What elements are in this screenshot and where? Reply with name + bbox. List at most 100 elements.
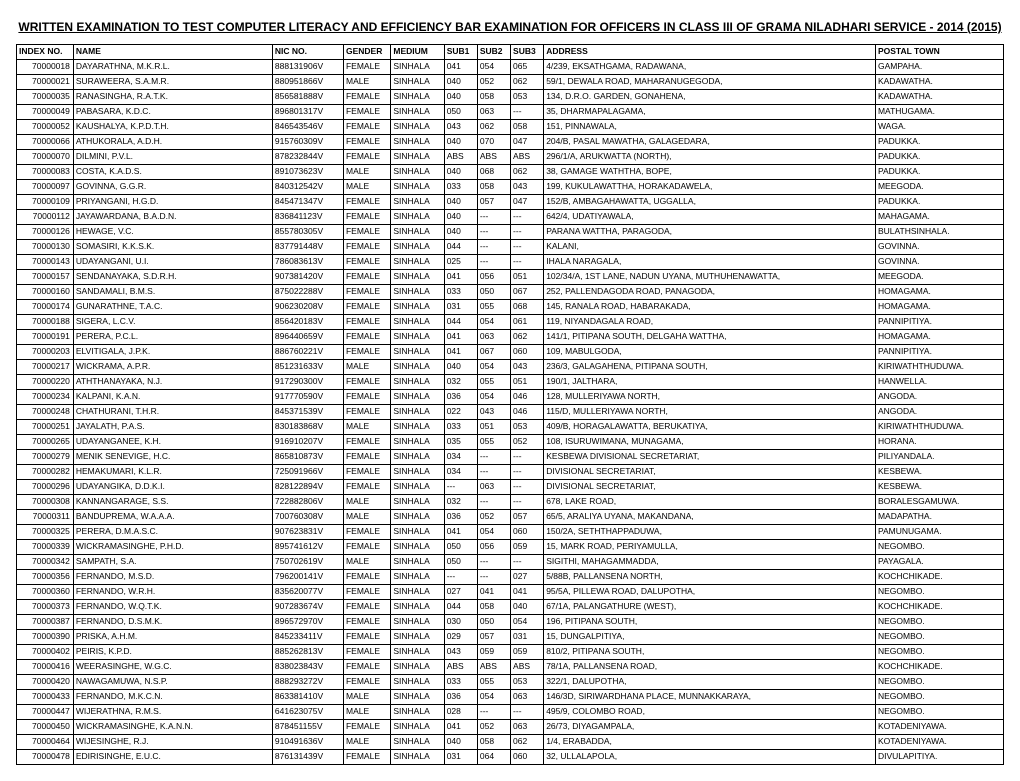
table-cell: DIVISIONAL SECRETARIAT, bbox=[544, 465, 876, 480]
table-cell: FERNANDO, M.K.C.N. bbox=[73, 690, 272, 705]
table-cell: SINHALA bbox=[391, 465, 444, 480]
table-cell: 70000265 bbox=[17, 435, 74, 450]
table-cell: COSTA, K.A.D.S. bbox=[73, 165, 272, 180]
table-cell: 70000464 bbox=[17, 735, 74, 750]
table-cell: NEGOMBO. bbox=[875, 705, 1003, 720]
table-cell: HOMAGAMA. bbox=[875, 330, 1003, 345]
table-cell: SINHALA bbox=[391, 180, 444, 195]
table-cell: KADAWATHA. bbox=[875, 75, 1003, 90]
table-cell: NEGOMBO. bbox=[875, 645, 1003, 660]
table-cell: KIRIWATHTHUDUWA. bbox=[875, 420, 1003, 435]
column-header: SUB2 bbox=[477, 45, 510, 60]
table-row: 70000450WICKRAMASINGHE, K.A.N.N.87845115… bbox=[17, 720, 1004, 735]
table-cell: 70000356 bbox=[17, 570, 74, 585]
table-row: 70000265UDAYANGANEE, K.H.916910207VFEMAL… bbox=[17, 435, 1004, 450]
table-cell: SINHALA bbox=[391, 75, 444, 90]
table-cell: 150/2A, SETHTHAPPADUWA, bbox=[544, 525, 876, 540]
table-cell: PABASARA, K.D.C. bbox=[73, 105, 272, 120]
table-cell: SINHALA bbox=[391, 585, 444, 600]
table-cell: 054 bbox=[477, 525, 510, 540]
table-cell: UDAYANGIKA, D.D.K.I. bbox=[73, 480, 272, 495]
table-cell: 70000021 bbox=[17, 75, 74, 90]
table-cell: 062 bbox=[511, 165, 544, 180]
table-cell: 70000217 bbox=[17, 360, 74, 375]
table-cell: 70000308 bbox=[17, 495, 74, 510]
table-cell: FEMALE bbox=[343, 450, 390, 465]
table-cell: SINHALA bbox=[391, 150, 444, 165]
table-cell: 896801317V bbox=[272, 105, 343, 120]
table-cell: 70000325 bbox=[17, 525, 74, 540]
table-cell: FEMALE bbox=[343, 120, 390, 135]
table-cell: 70000018 bbox=[17, 60, 74, 75]
table-cell: 058 bbox=[477, 180, 510, 195]
table-cell: 067 bbox=[511, 285, 544, 300]
table-cell: 70000420 bbox=[17, 675, 74, 690]
results-table: INDEX NO.NAMENIC NO.GENDERMEDIUMSUB1SUB2… bbox=[16, 44, 1004, 765]
table-cell: 70000373 bbox=[17, 600, 74, 615]
table-cell: 047 bbox=[511, 195, 544, 210]
table-row: 70000083COSTA, K.A.D.S.891073623VMALESIN… bbox=[17, 165, 1004, 180]
table-cell: 199, KUKULAWATTHA, HORAKADAWELA, bbox=[544, 180, 876, 195]
table-cell: PANNIPITIYA. bbox=[875, 315, 1003, 330]
table-cell: 678, LAKE ROAD, bbox=[544, 495, 876, 510]
table-cell: 880951866V bbox=[272, 75, 343, 90]
table-cell: 35, DHARMAPALAGAMA, bbox=[544, 105, 876, 120]
table-row: 70000049PABASARA, K.D.C.896801317VFEMALE… bbox=[17, 105, 1004, 120]
table-cell: 040 bbox=[444, 75, 477, 90]
table-cell: 70000220 bbox=[17, 375, 74, 390]
table-cell: 060 bbox=[511, 750, 544, 765]
table-cell: ATHTHANAYAKA, N.J. bbox=[73, 375, 272, 390]
table-cell: 70000035 bbox=[17, 90, 74, 105]
table-cell: FEMALE bbox=[343, 330, 390, 345]
table-cell: FEMALE bbox=[343, 210, 390, 225]
table-cell: 70000112 bbox=[17, 210, 74, 225]
table-cell: WAGA. bbox=[875, 120, 1003, 135]
table-cell: SINHALA bbox=[391, 360, 444, 375]
table-cell: KAUSHALYA, K.P.D.T.H. bbox=[73, 120, 272, 135]
table-cell: SINHALA bbox=[391, 270, 444, 285]
table-cell: 043 bbox=[444, 645, 477, 660]
column-header: SUB3 bbox=[511, 45, 544, 60]
table-cell: SINHALA bbox=[391, 225, 444, 240]
table-row: 70000220ATHTHANAYAKA, N.J.917290300VFEMA… bbox=[17, 375, 1004, 390]
table-cell: FEMALE bbox=[343, 435, 390, 450]
table-cell: FEMALE bbox=[343, 405, 390, 420]
table-cell: 70000234 bbox=[17, 390, 74, 405]
table-cell: 043 bbox=[511, 180, 544, 195]
table-cell: 063 bbox=[477, 480, 510, 495]
table-row: 70000325PERERA, D.M.A.S.C.907623831VFEMA… bbox=[17, 525, 1004, 540]
table-cell: SINHALA bbox=[391, 135, 444, 150]
table-cell: SINHALA bbox=[391, 720, 444, 735]
table-cell: KADAWATHA. bbox=[875, 90, 1003, 105]
table-cell: SINHALA bbox=[391, 570, 444, 585]
table-cell: HORANA. bbox=[875, 435, 1003, 450]
table-cell: WICKRAMASINGHE, K.A.N.N. bbox=[73, 720, 272, 735]
table-cell: 053 bbox=[511, 90, 544, 105]
table-cell: MEEGODA. bbox=[875, 180, 1003, 195]
table-cell: 67/1A, PALANGATHURE (WEST), bbox=[544, 600, 876, 615]
table-row: 70000433FERNANDO, M.K.C.N.863381410VMALE… bbox=[17, 690, 1004, 705]
table-cell: 70000433 bbox=[17, 690, 74, 705]
column-header: MEDIUM bbox=[391, 45, 444, 60]
table-cell: FEMALE bbox=[343, 240, 390, 255]
table-cell: 70000052 bbox=[17, 120, 74, 135]
table-cell: 896440659V bbox=[272, 330, 343, 345]
table-cell: 052 bbox=[477, 720, 510, 735]
table-cell: 108, ISURUWIMANA, MUNAGAMA, bbox=[544, 435, 876, 450]
table-cell: FEMALE bbox=[343, 285, 390, 300]
table-cell: 051 bbox=[511, 375, 544, 390]
table-cell: 128, MULLERIYAWA NORTH, bbox=[544, 390, 876, 405]
table-cell: 032 bbox=[444, 375, 477, 390]
table-cell: 59/1, DEWALA ROAD, MAHARANUGEGODA, bbox=[544, 75, 876, 90]
table-cell: 052 bbox=[511, 435, 544, 450]
table-row: 70000387FERNANDO, D.S.M.K.896572970VFEMA… bbox=[17, 615, 1004, 630]
table-cell: MALE bbox=[343, 165, 390, 180]
table-cell: FEMALE bbox=[343, 270, 390, 285]
table-cell: 204/B, PASAL MAWATHA, GALAGEDARA, bbox=[544, 135, 876, 150]
table-cell: SINHALA bbox=[391, 495, 444, 510]
table-cell: 252, PALLENDAGODA ROAD, PANAGODA, bbox=[544, 285, 876, 300]
table-cell: PERERA, P.C.L. bbox=[73, 330, 272, 345]
table-cell: 068 bbox=[477, 165, 510, 180]
table-cell: 055 bbox=[477, 435, 510, 450]
table-cell: 38, GAMAGE WATHTHA, BOPE, bbox=[544, 165, 876, 180]
